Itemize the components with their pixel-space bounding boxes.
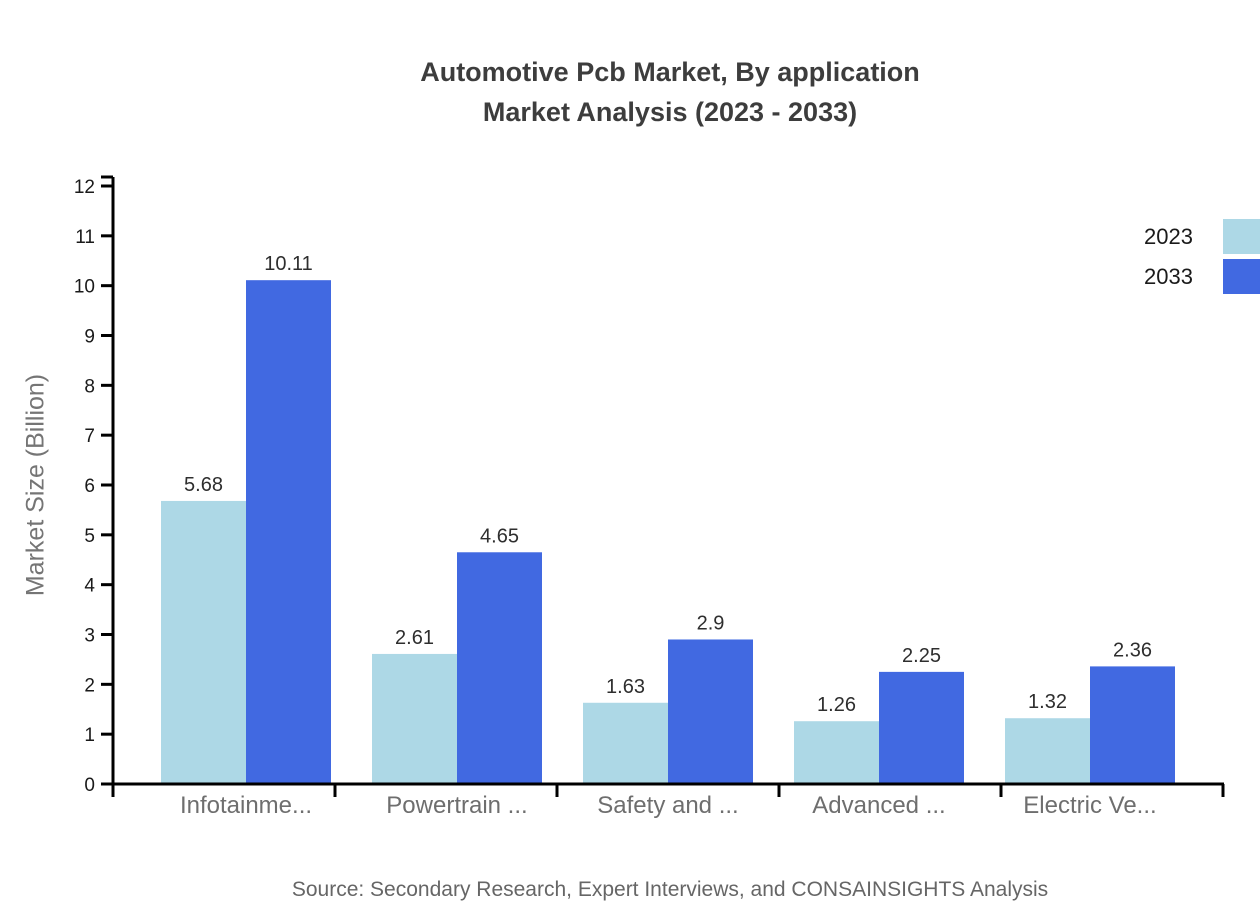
x-axis-category-label: Safety and ... — [597, 792, 738, 819]
y-axis-tick-label: 8 — [84, 376, 95, 397]
y-axis-tick-label: 4 — [84, 576, 95, 597]
bar-value-label: 1.63 — [606, 676, 645, 698]
y-axis-tick-label: 3 — [84, 626, 95, 647]
bar-2033-category-3 — [879, 671, 964, 784]
x-axis-category-label: Advanced ... — [812, 792, 945, 819]
bar-2023-category-2 — [583, 702, 668, 784]
y-axis-tick-label: 2 — [84, 675, 95, 696]
x-axis-category-label: Electric Ve... — [1023, 792, 1156, 819]
bar-value-label: 2.36 — [1113, 639, 1152, 661]
y-axis-tick-label: 12 — [74, 177, 95, 198]
y-axis-tick-label: 0 — [84, 775, 95, 796]
legend-item-2023[interactable]: 2023 — [1144, 219, 1260, 254]
x-axis-category-label: Infotainme... — [180, 792, 312, 819]
bar-2023-category-1 — [372, 653, 457, 784]
bar-2033-category-1 — [457, 552, 542, 784]
chart-title-line2: Market Analysis (2023 - 2033) — [482, 97, 858, 127]
chart-title: Automotive Pcb Market, By application Ma… — [80, 52, 1260, 132]
bar-value-label: 2.9 — [697, 612, 725, 634]
bar-2033-category-4 — [1090, 666, 1175, 784]
bar-value-label: 5.68 — [184, 474, 223, 496]
chart-title-line1: Automotive Pcb Market, By application — [420, 57, 920, 87]
y-axis-tick-label: 5 — [84, 526, 95, 547]
bar-value-label: 4.65 — [480, 525, 519, 547]
bar-value-label: 2.25 — [902, 645, 941, 667]
bar-2023-category-3 — [794, 721, 879, 784]
bar-2023-category-4 — [1005, 718, 1090, 784]
bar-value-label: 2.61 — [395, 627, 434, 649]
legend-item-2033[interactable]: 2033 — [1144, 259, 1260, 294]
y-axis-tick-label: 6 — [84, 476, 95, 497]
legend-label-2023: 2023 — [1144, 223, 1193, 249]
bar-value-label: 10.11 — [264, 253, 313, 275]
y-axis-tick-label: 11 — [75, 227, 95, 248]
bar-2033-category-0 — [246, 280, 331, 784]
bar-value-label: 1.26 — [817, 694, 856, 716]
y-axis-tick-label: 9 — [84, 327, 95, 348]
x-axis-category-label: Powertrain ... — [386, 792, 527, 819]
y-axis-tick-label: 1 — [84, 725, 95, 746]
y-axis-tick-label: 10 — [74, 277, 95, 298]
y-axis-tick-label: 7 — [84, 426, 95, 447]
legend-swatch-2033 — [1223, 259, 1260, 294]
bar-2033-category-2 — [668, 639, 753, 784]
source-note: Source: Secondary Research, Expert Inter… — [291, 878, 1049, 901]
legend-swatch-2023 — [1223, 219, 1260, 254]
legend-label-2033: 2033 — [1144, 263, 1193, 289]
bar-value-label: 1.32 — [1028, 691, 1067, 713]
bar-2023-category-0 — [161, 500, 246, 784]
legend: 2023 2033 — [1144, 219, 1260, 299]
